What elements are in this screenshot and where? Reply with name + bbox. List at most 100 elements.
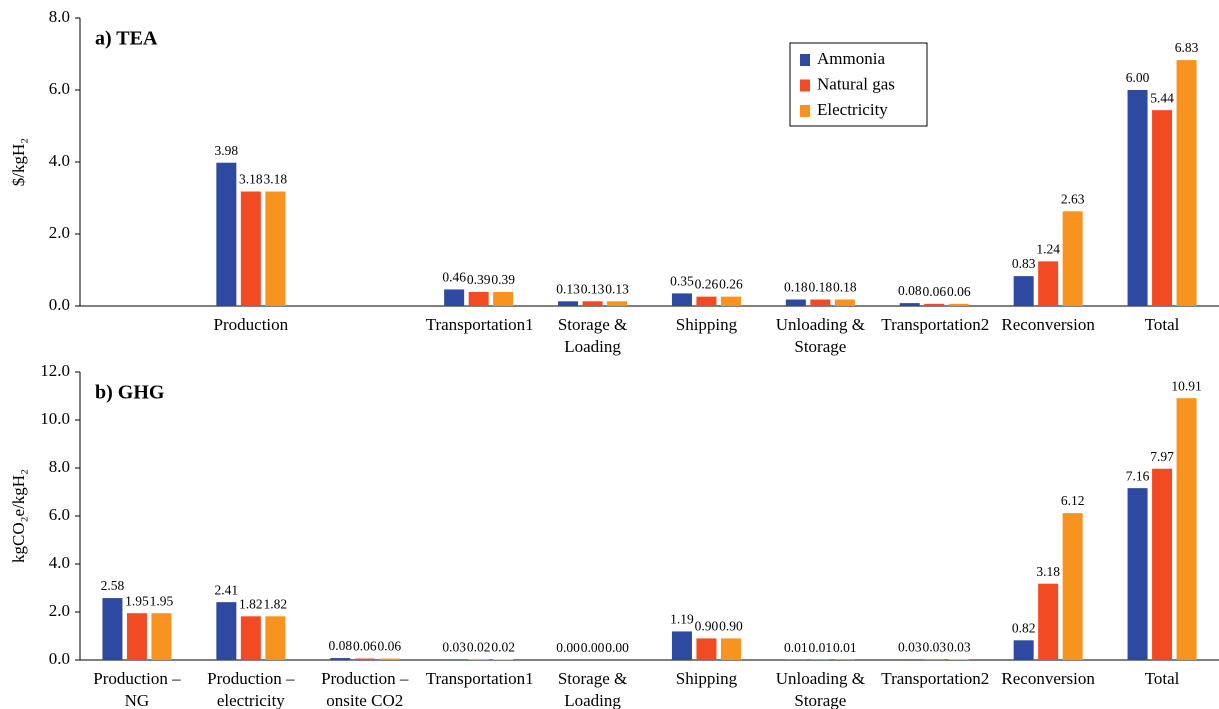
value-label: 1.24 [1036, 241, 1060, 256]
x-tick-label: Production – onsite CO2 [321, 669, 409, 709]
bar [671, 293, 692, 306]
y-tick-label: 8.0 [49, 7, 70, 26]
y-tick-label: 8.0 [49, 457, 70, 476]
bar [240, 616, 261, 660]
bar [444, 659, 465, 660]
value-label: 10.91 [1171, 378, 1201, 393]
y-tick-label: 4.0 [49, 553, 70, 572]
bar [379, 658, 400, 660]
legend-box [789, 42, 928, 127]
value-label: 0.06 [377, 639, 401, 654]
bar [330, 658, 351, 660]
x-tick-label: Reconversion [1001, 669, 1095, 688]
value-label: 0.13 [556, 281, 580, 296]
bar [1038, 583, 1059, 660]
value-label: 0.18 [833, 280, 857, 295]
x-tick-label: Production – NG [93, 669, 181, 709]
bar [265, 616, 286, 660]
value-label: 6.12 [1061, 493, 1085, 508]
value-label: 0.00 [556, 640, 580, 655]
bar [696, 638, 717, 660]
value-label: 0.06 [947, 284, 971, 299]
x-tick-label: Reconversion [1001, 315, 1095, 334]
value-label: 0.00 [605, 640, 629, 655]
value-label: 1.19 [670, 612, 694, 627]
value-label: 0.83 [1012, 256, 1036, 271]
bar [785, 299, 806, 306]
value-label: 0.90 [719, 618, 743, 633]
value-label: 0.26 [695, 277, 719, 292]
value-label: 0.90 [695, 618, 719, 633]
x-tick-label: Storage & Loading [557, 315, 628, 356]
value-label: 0.13 [605, 281, 629, 296]
value-label: 1.95 [150, 593, 174, 608]
x-tick-label: Production – electricity [207, 669, 295, 709]
value-label: 0.82 [1012, 620, 1036, 635]
value-label: 2.41 [215, 582, 239, 597]
panel-title: a) TEA [95, 28, 158, 50]
value-label: 0.02 [467, 640, 491, 655]
legend-swatch [800, 54, 810, 66]
bar [720, 296, 741, 306]
x-tick-label: Production [213, 315, 289, 334]
bar [265, 191, 286, 306]
bar [1127, 90, 1148, 306]
bar [354, 658, 375, 660]
value-label: 5.44 [1150, 90, 1174, 105]
bar [240, 191, 261, 306]
x-tick-label: Storage & Loading [557, 669, 628, 709]
y-axis-label: $/kgH₂ [9, 138, 28, 186]
bar [102, 598, 123, 660]
y-tick-label: 4.0 [49, 151, 70, 170]
bar [1013, 276, 1034, 306]
value-label: 3.18 [1036, 564, 1060, 579]
value-label: 0.26 [719, 277, 743, 292]
x-tick-label: Unloading & Storage [775, 669, 865, 709]
bar [720, 638, 741, 660]
bar [1176, 60, 1197, 307]
x-tick-label: Shipping [675, 315, 738, 334]
bar [1062, 513, 1083, 660]
bar [558, 301, 579, 306]
y-tick-label: 2.0 [49, 223, 70, 242]
legend-label: Electricity [817, 100, 888, 119]
y-tick-label: 12.0 [40, 361, 70, 380]
y-axis-label: kgCO₂e/kgH₂ [9, 469, 28, 563]
x-tick-label: Transportation2 [881, 315, 990, 334]
value-label: 0.35 [670, 273, 694, 288]
bar [493, 291, 514, 306]
value-label: 0.13 [581, 281, 605, 296]
value-label: 2.58 [101, 578, 125, 593]
bar [444, 289, 465, 306]
y-tick-label: 0.0 [49, 649, 70, 668]
bar [1152, 468, 1173, 660]
y-tick-label: 0.0 [49, 295, 70, 314]
value-label: 0.03 [922, 639, 946, 654]
bar [810, 299, 831, 306]
bar [924, 303, 945, 306]
bar [607, 301, 628, 306]
legend-swatch [800, 79, 810, 92]
value-label: 2.63 [1061, 191, 1085, 206]
bar [671, 631, 692, 660]
bar [1127, 488, 1148, 660]
value-label: 3.18 [264, 172, 288, 187]
bar [924, 659, 945, 660]
value-label: 0.02 [491, 640, 515, 655]
value-label: 3.18 [239, 172, 263, 187]
legend-label: Ammonia [817, 49, 885, 68]
bar [126, 613, 147, 660]
x-tick-label: Unloading & Storage [775, 315, 865, 356]
value-label: 0.06 [353, 639, 377, 654]
value-label: 0.01 [833, 640, 857, 655]
bar [216, 602, 237, 660]
x-tick-label: Transportation1 [425, 315, 534, 334]
bar [696, 296, 717, 306]
bar [1038, 261, 1059, 306]
bar [1176, 398, 1197, 660]
panel-title: b) GHG [95, 382, 165, 404]
value-label: 0.39 [467, 272, 491, 287]
value-label: 7.16 [1126, 468, 1150, 483]
